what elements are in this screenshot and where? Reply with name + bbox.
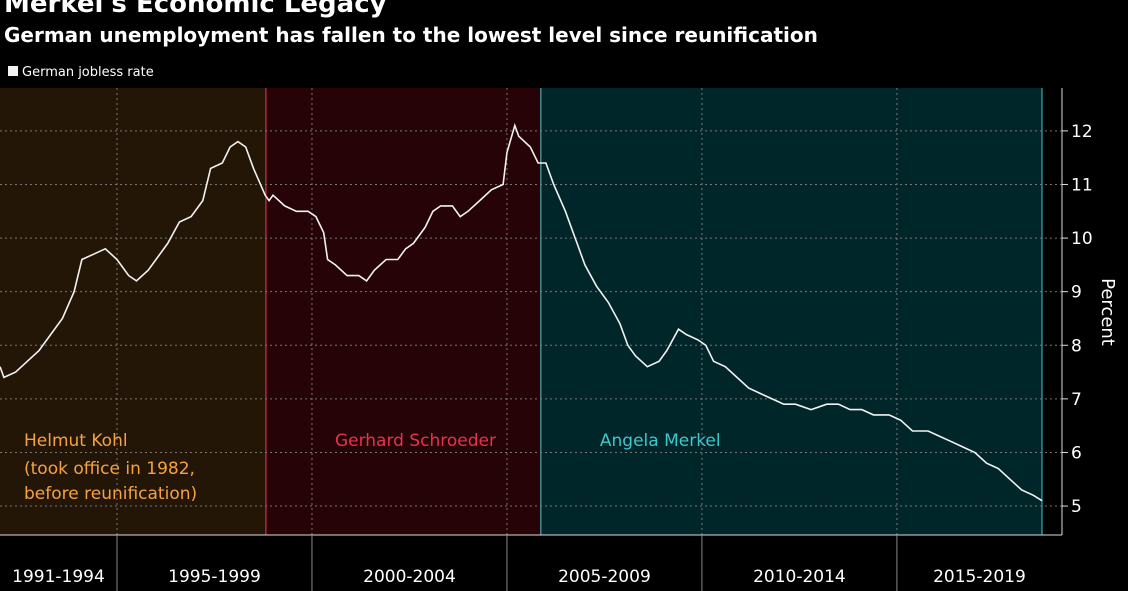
x-tick-label: 2010-2014	[753, 567, 846, 587]
term-label: Gerhard Schroeder	[335, 431, 496, 451]
term-note: (took office in 1982,	[24, 459, 195, 479]
y-tick-label: 7	[1071, 390, 1082, 410]
chart-subtitle: German unemployment has fallen to the lo…	[4, 23, 818, 47]
y-axis-label: Percent	[1097, 278, 1118, 346]
data-line	[0, 122, 1043, 502]
legend-label: German jobless rate	[22, 65, 154, 80]
chart-title: Merkel's Economic Legacy	[4, 0, 387, 19]
y-tick-label: 6	[1071, 443, 1082, 463]
term-region	[540, 88, 1042, 535]
x-tick-label: 1991-1994	[12, 567, 105, 587]
y-tick-label: 8	[1071, 336, 1082, 356]
term-region	[265, 88, 541, 535]
y-tick-label: 11	[1071, 175, 1093, 195]
x-tick-label: 2015-2019	[933, 567, 1026, 587]
x-tick-label: 2000-2004	[363, 567, 456, 587]
y-tick-label: 5	[1071, 497, 1082, 517]
y-tick-label: 12	[1071, 122, 1093, 142]
x-tick-label: 2005-2009	[558, 567, 651, 587]
y-tick-label: 9	[1071, 283, 1082, 303]
term-note: before reunification)	[24, 484, 197, 504]
x-tick-label: 1995-1999	[168, 567, 261, 587]
y-tick-label: 10	[1071, 229, 1093, 249]
term-label: Helmut Kohl	[24, 431, 128, 451]
term-label: Angela Merkel	[600, 431, 721, 451]
legend-swatch	[8, 66, 18, 76]
